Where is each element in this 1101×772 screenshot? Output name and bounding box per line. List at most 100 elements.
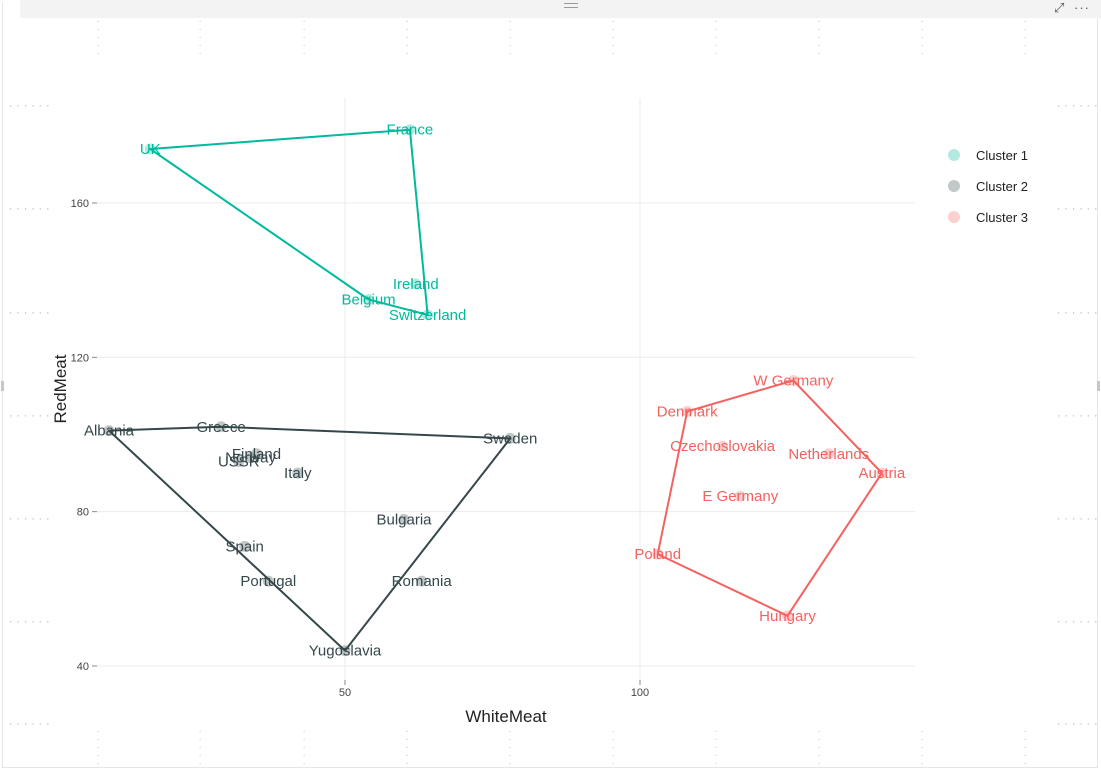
canvas-dot-row: ······ [8, 102, 53, 112]
point-label: Switzerland [389, 307, 467, 324]
data-point [233, 456, 245, 468]
canvas-dot-row: ······ [1056, 720, 1101, 730]
data-point [262, 575, 274, 587]
point-label: Albania [84, 423, 135, 440]
data-point [215, 421, 227, 433]
canvas-dot-row: ······ [1056, 515, 1101, 525]
x-tick-label: 100 [631, 687, 649, 699]
point-label: Hungary [759, 608, 816, 625]
data-point [787, 374, 799, 386]
point-label: Ireland [393, 276, 439, 293]
canvas-dot-column: · · · · · [96, 728, 101, 768]
canvas-dot-column: · · · · · [1023, 18, 1028, 58]
data-point [245, 452, 257, 464]
data-point [652, 548, 664, 560]
y-tick-label: 120 [71, 352, 89, 364]
data-point [416, 575, 428, 587]
resize-handle-right[interactable] [1097, 381, 1100, 391]
data-point [410, 278, 422, 290]
canvas-dot-column: · · · · · [508, 728, 513, 768]
resize-handle-left[interactable] [1, 381, 4, 391]
legend-swatch [948, 180, 960, 192]
canvas-dot-row: ······ [1056, 102, 1101, 112]
data-point [717, 440, 729, 452]
point-label: Netherlands [788, 446, 869, 463]
point-label: Yugoslavia [309, 643, 382, 660]
canvas-dot-column: · · · · · [714, 728, 719, 768]
legend-swatch [948, 211, 960, 223]
focus-mode-icon[interactable]: ⤢ [1054, 0, 1065, 15]
axis-ticks: 40 80 120 160 50 100 [71, 198, 650, 699]
data-point [734, 490, 746, 502]
data-point [339, 645, 351, 657]
point-label: Austria [859, 465, 906, 482]
canvas-dot-row: ······ [8, 720, 53, 730]
canvas-dot-column: · · · · · [611, 728, 616, 768]
point-label: Portugal [240, 573, 296, 590]
y-tick-label: 40 [77, 661, 89, 673]
canvas-dot-row: ······ [8, 515, 53, 525]
y-axis-title: RedMeat [51, 354, 70, 423]
point-label: Greece [196, 419, 245, 436]
legend-entry-label: Cluster 3 [976, 210, 1028, 225]
cluster-hull [149, 128, 429, 316]
canvas-dot-row: ······ [8, 309, 53, 319]
data-point [422, 309, 434, 321]
cluster-hulls [108, 128, 883, 652]
more-options-icon[interactable]: ··· [1074, 0, 1090, 15]
data-point [251, 448, 262, 460]
x-axis-title: WhiteMeat [465, 707, 547, 726]
canvas-dot-column: · · · · · [302, 18, 307, 58]
canvas-dot-column: · · · · · [198, 18, 203, 58]
drag-handle-icon[interactable] [564, 0, 578, 12]
data-point [144, 143, 156, 155]
grid-lines [97, 98, 915, 680]
legend-swatch [948, 149, 960, 161]
canvas-dot-column: · · · · · [1023, 728, 1028, 768]
point-label: W Germany [753, 372, 834, 389]
point-label: Romania [392, 573, 453, 590]
data-point [504, 432, 516, 444]
canvas-dot-row: ······ [8, 205, 53, 215]
canvas-dot-column: · · · · · [817, 728, 822, 768]
canvas-dot-row: ······ [1056, 309, 1101, 319]
canvas-dot-column: · · · · · [714, 18, 719, 58]
data-point [782, 610, 793, 622]
point-label: Belgium [341, 291, 395, 308]
point-label: Bulgaria [376, 511, 432, 528]
point-label: Denmark [657, 403, 718, 420]
legend[interactable]: Cluster 1 Cluster 2 Cluster 3 [948, 148, 1028, 225]
visual-header-bar: ⤢ ··· [20, 0, 1101, 18]
cluster-hull [656, 379, 883, 617]
legend-entry-label: Cluster 1 [976, 148, 1028, 163]
point-label: USSR [218, 454, 260, 471]
point-label: France [387, 122, 434, 139]
canvas-dot-column: · · · · · [817, 18, 822, 58]
point-label: UK [140, 141, 161, 158]
legend-entry-label: Cluster 2 [976, 179, 1028, 194]
x-tick-label: 50 [339, 687, 351, 699]
canvas-dot-row: ······ [8, 618, 53, 628]
canvas-dot-column: · · · · · [302, 728, 307, 768]
data-point [681, 405, 693, 417]
cluster-hull [108, 425, 512, 652]
data-point [292, 467, 304, 479]
point-label: E Germany [702, 488, 778, 505]
canvas-dot-column: · · · · · [96, 18, 101, 58]
data-point [398, 513, 410, 525]
canvas-dot-column: · · · · · [611, 18, 616, 58]
point-label: Poland [634, 546, 681, 563]
point-label: Czechoslovakia [670, 438, 776, 455]
y-tick-label: 160 [71, 198, 89, 210]
data-points [103, 124, 888, 657]
point-label: Sweden [483, 430, 537, 447]
canvas-dot-column: · · · · · [405, 728, 410, 768]
data-point [404, 124, 416, 136]
point-label: Norway [225, 450, 276, 467]
canvas-dot-row: ······ [1056, 412, 1101, 422]
data-point [239, 540, 251, 552]
point-label: Finland [232, 446, 281, 463]
canvas-dot-row: ······ [1056, 205, 1101, 215]
